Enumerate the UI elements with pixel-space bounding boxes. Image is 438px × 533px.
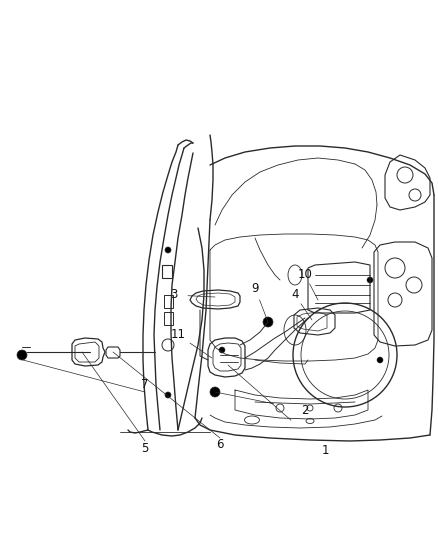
Text: 10: 10 bbox=[297, 269, 312, 281]
Circle shape bbox=[377, 357, 383, 363]
Text: 9: 9 bbox=[251, 281, 259, 295]
Text: 1: 1 bbox=[321, 443, 329, 456]
Text: 3: 3 bbox=[170, 288, 177, 302]
Circle shape bbox=[219, 347, 225, 353]
Text: 2: 2 bbox=[301, 403, 309, 416]
Circle shape bbox=[210, 387, 220, 397]
Text: 6: 6 bbox=[216, 439, 224, 451]
Text: 7: 7 bbox=[141, 378, 149, 392]
Circle shape bbox=[17, 350, 27, 360]
Text: 5: 5 bbox=[141, 441, 148, 455]
Circle shape bbox=[165, 392, 171, 398]
Circle shape bbox=[165, 247, 171, 253]
Text: 11: 11 bbox=[170, 328, 186, 342]
Circle shape bbox=[263, 317, 273, 327]
Circle shape bbox=[367, 277, 373, 283]
Text: 4: 4 bbox=[291, 288, 299, 302]
